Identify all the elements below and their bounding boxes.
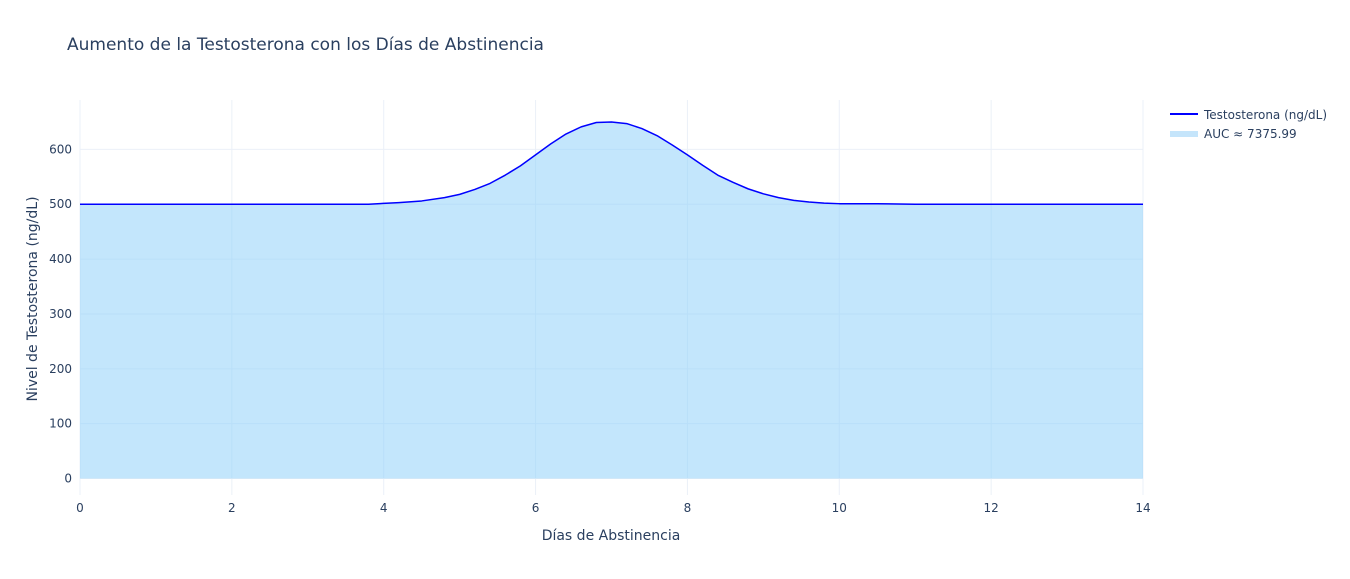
- y-tick-label-3: 300: [49, 307, 72, 321]
- x-tick-label-0: 0: [76, 501, 84, 515]
- x-tick-label-7: 14: [1135, 501, 1150, 515]
- x-tick-labels: 0 2 4 6 8 10 12 14: [76, 501, 1150, 515]
- x-tick-label-3: 6: [532, 501, 540, 515]
- y-tick-labels: 0 100 200 300 400 500 600: [49, 142, 72, 485]
- legend-label-testosterone: Testosterona (ng/dL): [1203, 108, 1327, 122]
- legend-item-testosterone[interactable]: Testosterona (ng/dL): [1170, 108, 1327, 122]
- chart-title: Aumento de la Testosterona con los Días …: [67, 35, 544, 55]
- x-tick-label-1: 2: [228, 501, 236, 515]
- x-tick-label-2: 4: [380, 501, 388, 515]
- legend[interactable]: Testosterona (ng/dL) AUC ≈ 7375.99: [1170, 108, 1327, 141]
- auc-area: [80, 121, 1143, 479]
- y-tick-label-4: 400: [49, 252, 72, 266]
- x-tick-label-6: 12: [984, 501, 999, 515]
- legend-item-auc[interactable]: AUC ≈ 7375.99: [1170, 127, 1297, 141]
- legend-label-auc: AUC ≈ 7375.99: [1204, 127, 1297, 141]
- x-tick-label-5: 10: [832, 501, 847, 515]
- y-tick-label-2: 200: [49, 362, 72, 376]
- y-tick-label-5: 500: [49, 197, 72, 211]
- y-tick-label-6: 600: [49, 142, 72, 156]
- testosterone-line: [80, 121, 1143, 205]
- y-axis-title: Nivel de Testosterona (ng/dL): [25, 196, 41, 401]
- y-tick-label-1: 100: [49, 417, 72, 431]
- testosterone-line-group: [80, 121, 1143, 205]
- x-axis-title: Días de Abstinencia: [542, 528, 681, 544]
- y-tick-label-0: 0: [64, 472, 72, 486]
- x-tick-label-4: 8: [684, 501, 692, 515]
- auc-area-group: [80, 121, 1143, 479]
